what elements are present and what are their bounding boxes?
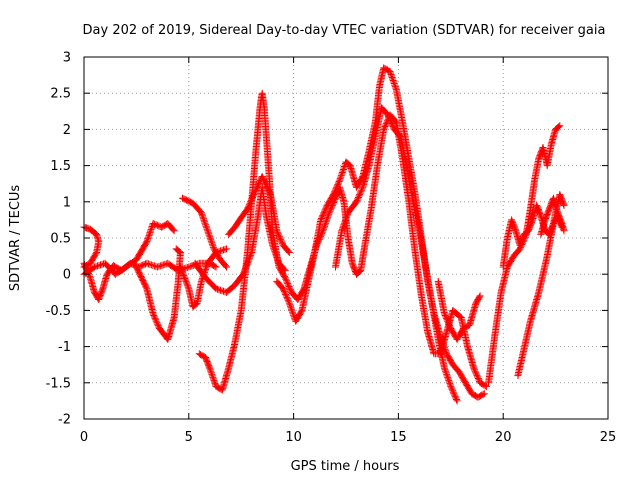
y-tick-label: -0.5 (46, 304, 71, 319)
series-sat-c (80, 220, 178, 278)
y-tick-label: 3 (63, 51, 71, 66)
y-tick-label: -1.5 (46, 376, 71, 391)
y-tick-label: 0 (63, 268, 71, 283)
y-tick-label: -1 (58, 340, 71, 355)
y-tick-label: 1 (63, 195, 71, 210)
x-tick-label: 0 (80, 430, 88, 445)
series-sat-l (434, 277, 484, 343)
x-axis-label: GPS time / hours (291, 459, 400, 474)
series-sat-i (225, 173, 293, 256)
axis-ticks: 0 5 10 15 20 25 -2 -1.5 -1 -0.5 0 0.5 1 1.5 2 2.5 3 (46, 51, 617, 446)
series-sat-f (179, 194, 230, 271)
series-markers (80, 220, 178, 278)
series-markers (332, 104, 461, 405)
x-tick-label: 25 (600, 430, 617, 445)
series-markers (537, 194, 568, 238)
series-sat-k (332, 104, 461, 405)
x-tick-label: 5 (185, 430, 193, 445)
y-axis-label: SDTVAR / TECUs (8, 185, 23, 292)
series-sat-p (537, 194, 568, 238)
series-markers (225, 173, 293, 256)
series-sat-n (485, 122, 564, 387)
series-markers (132, 245, 184, 343)
y-tick-label: 2.5 (50, 87, 71, 102)
x-tick-label: 20 (495, 430, 512, 445)
chart-title: Day 202 of 2019, Sidereal Day-to-day VTE… (83, 23, 606, 38)
x-tick-label: 15 (390, 430, 407, 445)
series-markers (434, 277, 484, 343)
series-markers (485, 122, 564, 387)
y-tick-label: -2 (58, 413, 71, 428)
series-sat-d (132, 245, 184, 343)
series-markers (179, 194, 230, 271)
data-series (80, 64, 568, 405)
y-tick-label: 2 (63, 123, 71, 138)
x-tick-label: 10 (285, 430, 302, 445)
y-tick-label: 1.5 (50, 159, 71, 174)
y-tick-label: 0.5 (50, 232, 71, 247)
